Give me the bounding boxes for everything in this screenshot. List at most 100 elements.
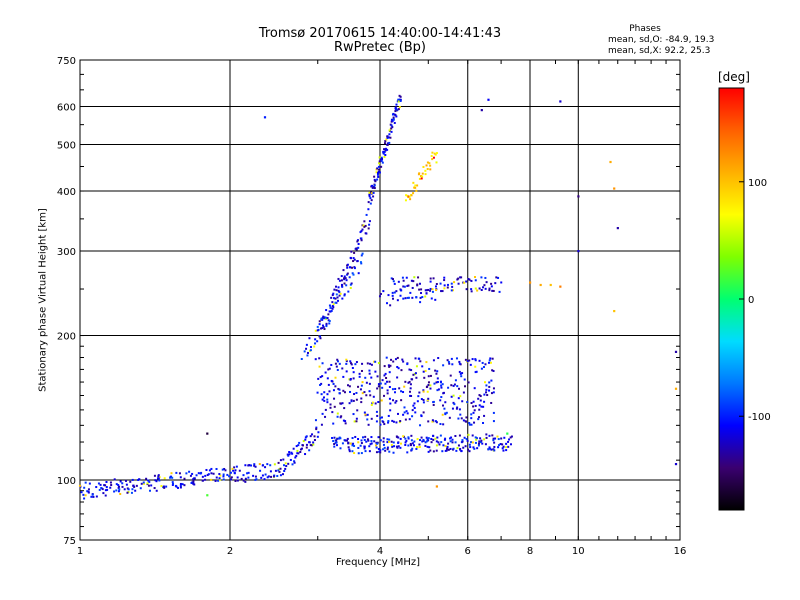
echo-point: [361, 228, 364, 231]
echo-point: [259, 469, 262, 472]
echo-point: [467, 433, 470, 436]
echo-point: [193, 477, 196, 480]
echo-point: [357, 438, 360, 441]
echo-point: [406, 296, 409, 299]
echo-point: [408, 418, 411, 421]
echo-point: [390, 130, 393, 133]
echo-point: [358, 375, 361, 378]
echo-point: [267, 475, 270, 478]
echo-point: [425, 289, 428, 292]
echo-point: [329, 406, 332, 409]
echo-point: [333, 297, 336, 300]
echo-point: [235, 465, 238, 468]
echo-point: [323, 399, 326, 402]
echo-point: [374, 370, 377, 373]
echo-point: [283, 464, 286, 467]
echo-point: [468, 422, 471, 425]
echo-point: [396, 299, 399, 302]
echo-point: [206, 432, 209, 435]
echo-point: [429, 289, 432, 292]
echo-point: [411, 286, 414, 289]
echo-point: [400, 390, 403, 393]
echo-point: [315, 428, 318, 431]
echo-point: [501, 443, 504, 446]
echo-point: [451, 407, 454, 410]
echo-point: [343, 407, 346, 410]
echo-point: [317, 431, 320, 434]
echo-point: [402, 279, 405, 282]
echo-point: [201, 479, 204, 482]
echo-point: [172, 482, 175, 485]
echo-point: [95, 486, 98, 489]
echo-point: [206, 494, 209, 497]
echo-point: [443, 284, 446, 287]
echo-point: [413, 406, 416, 409]
echo-point: [319, 337, 322, 340]
echo-point: [261, 474, 264, 477]
echo-point: [485, 436, 488, 439]
echo-point: [443, 276, 446, 279]
echo-point: [102, 492, 105, 495]
echo-point: [492, 387, 495, 390]
echo-point: [360, 230, 363, 233]
echo-point: [421, 365, 424, 368]
echo-point: [390, 120, 393, 123]
echo-point: [467, 448, 470, 451]
echo-point: [306, 354, 309, 357]
echo-point: [472, 411, 475, 414]
echo-point: [407, 381, 410, 384]
echo-point: [459, 447, 462, 450]
echo-point: [473, 409, 476, 412]
echo-point: [326, 393, 329, 396]
echo-point: [301, 444, 304, 447]
echo-point: [367, 201, 370, 204]
echo-point: [363, 447, 366, 450]
echo-point: [322, 326, 325, 329]
echo-point: [492, 391, 495, 394]
echo-point: [171, 483, 174, 486]
echo-point: [359, 231, 362, 234]
echo-point: [349, 286, 352, 289]
echo-point: [367, 423, 370, 426]
echo-point: [421, 440, 424, 443]
x-tick-label: 2: [227, 546, 233, 557]
echo-point: [401, 358, 404, 361]
echo-point: [386, 302, 389, 305]
echo-point: [435, 444, 438, 447]
echo-point: [399, 95, 402, 98]
echo-point: [493, 441, 496, 444]
echo-point: [435, 440, 438, 443]
echo-point: [115, 483, 118, 486]
echo-point: [410, 369, 413, 372]
echo-point: [369, 202, 372, 205]
echo-point: [314, 358, 317, 361]
echo-point: [279, 467, 282, 470]
echo-point: [483, 284, 486, 287]
echo-point: [376, 172, 379, 175]
echo-point: [370, 440, 373, 443]
echo-point: [439, 422, 442, 425]
echo-point: [205, 468, 208, 471]
echo-point: [368, 382, 371, 385]
echo-point: [449, 447, 452, 450]
echo-point: [392, 278, 395, 281]
echo-point: [442, 423, 445, 426]
echo-point: [375, 171, 378, 174]
echo-point: [349, 378, 352, 381]
echo-point: [484, 381, 487, 384]
echo-point: [432, 434, 435, 437]
echo-point: [368, 223, 371, 226]
echo-point: [422, 401, 425, 404]
echo-point: [400, 289, 403, 292]
echo-point: [272, 475, 275, 478]
echo-point: [376, 375, 379, 378]
echo-point: [362, 224, 365, 227]
echo-point: [310, 444, 313, 447]
echo-point: [475, 370, 478, 373]
echo-point: [330, 363, 333, 366]
echo-point: [284, 467, 287, 470]
chart-title: Tromsø 20170615 14:40:00-14:41:43: [258, 26, 502, 41]
echo-point: [366, 438, 369, 441]
echo-point: [370, 403, 373, 406]
echo-point: [368, 390, 371, 393]
